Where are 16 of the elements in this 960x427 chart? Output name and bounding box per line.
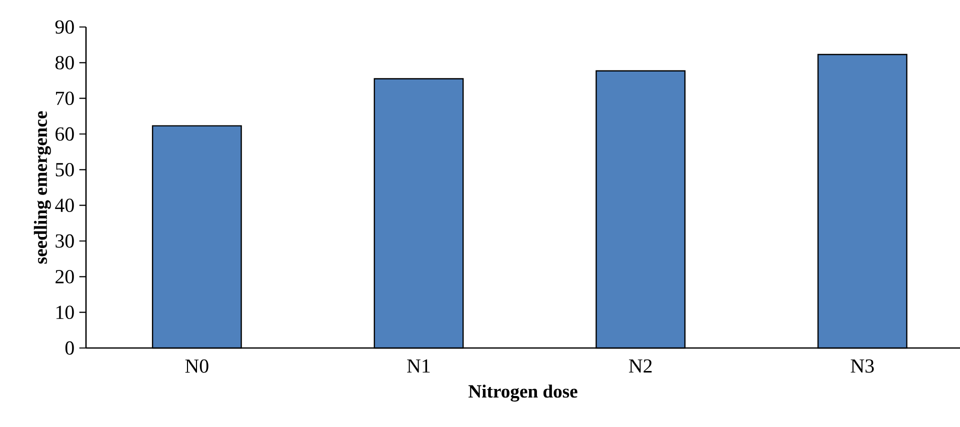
y-tick-label: 0 xyxy=(65,341,74,355)
y-tick-label: 20 xyxy=(56,270,74,284)
y-tick-label: 10 xyxy=(56,306,74,320)
x-tick-label: N0 xyxy=(185,359,208,373)
y-tick-label: 90 xyxy=(55,20,74,34)
x-tick-label: N3 xyxy=(850,359,874,373)
x-tick-label: N1 xyxy=(407,359,430,373)
y-tick-label: 50 xyxy=(56,162,74,176)
x-tick-label: N2 xyxy=(628,359,652,373)
y-tick-label: 70 xyxy=(56,92,74,106)
y-axis-title: seedling emergence xyxy=(34,111,51,264)
x-axis-title: Nitrogen dose xyxy=(468,384,578,402)
y-tick-label: 80 xyxy=(55,56,74,70)
y-tick-label: 40 xyxy=(55,198,74,212)
y-tick-label: 60 xyxy=(56,127,74,141)
y-tick-label: 30 xyxy=(56,234,74,248)
